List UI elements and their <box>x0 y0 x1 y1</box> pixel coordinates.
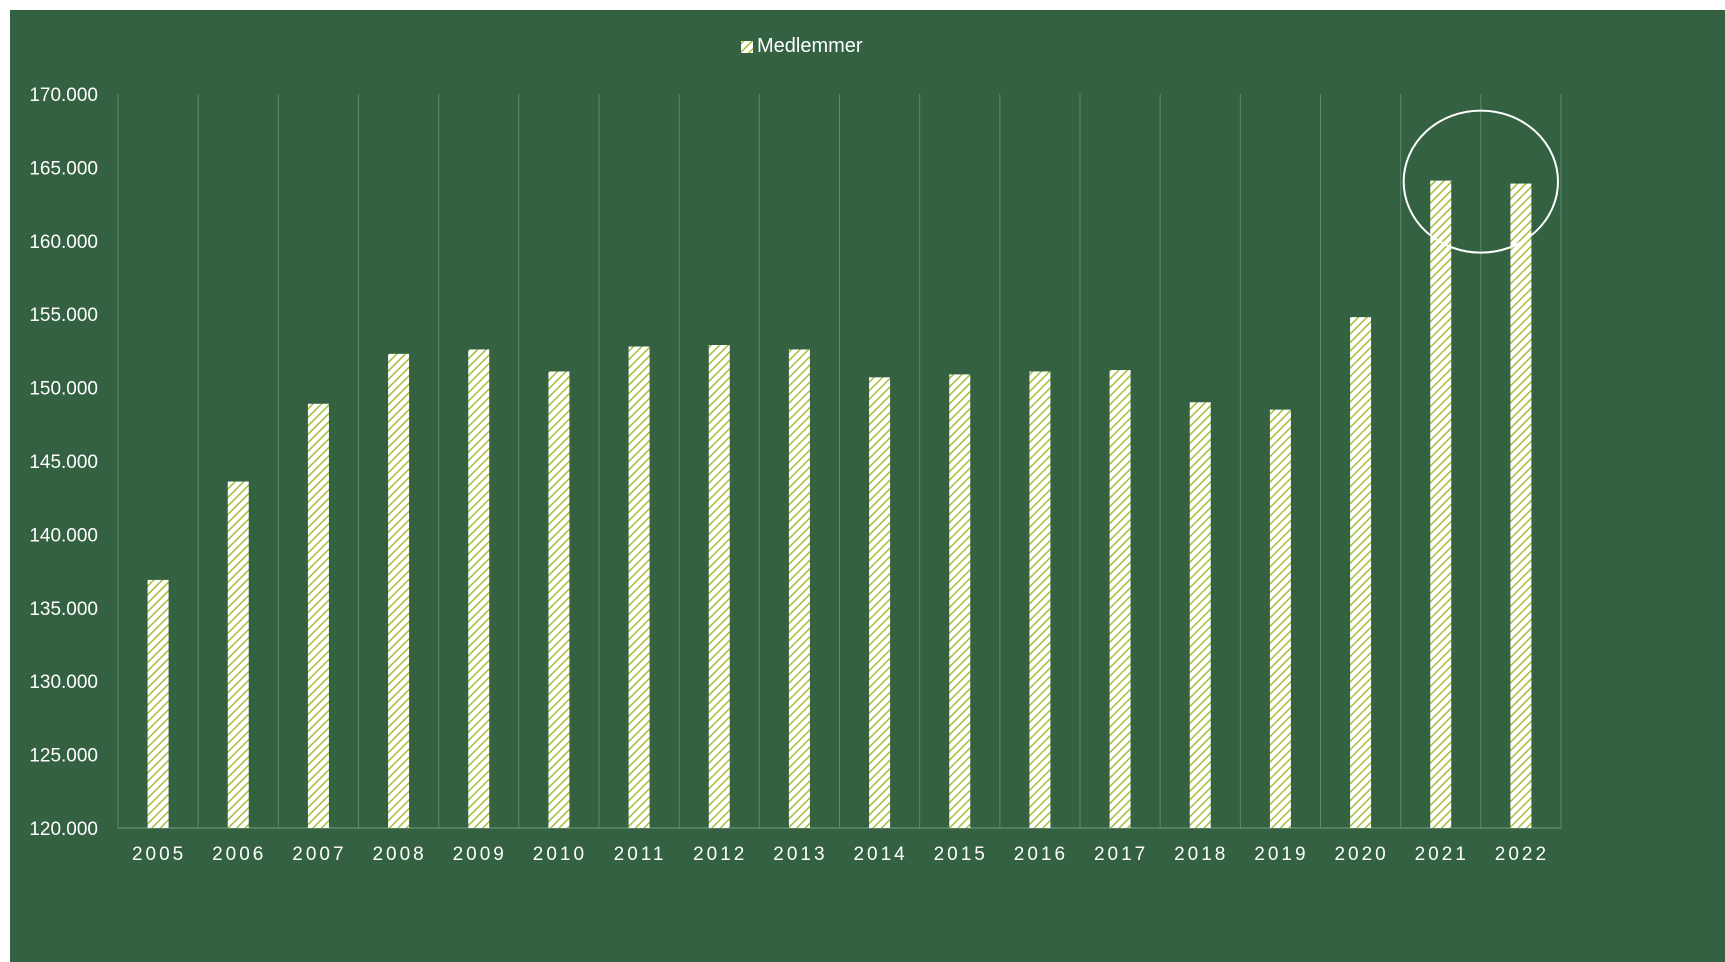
y-tick-label: 160.000 <box>29 232 98 253</box>
x-tick-label: 2012 <box>693 844 747 865</box>
x-tick-label: 2019 <box>1254 844 1308 865</box>
legend-swatch <box>741 41 753 53</box>
y-tick-label: 120.000 <box>29 819 98 840</box>
x-tick-label: 2014 <box>853 844 907 865</box>
bar-2010 <box>548 371 569 828</box>
chart-frame: 120.000 125.000 130.000 135.000 140.000 145.0… <box>10 10 1725 962</box>
x-tick-label: 2015 <box>934 844 988 865</box>
x-tick-label: 2013 <box>773 844 827 865</box>
bar-2005 <box>148 580 169 828</box>
x-tick-label: 2016 <box>1014 844 1068 865</box>
bar-2006 <box>228 482 249 828</box>
y-tick-label: 145.000 <box>29 452 98 473</box>
x-tick-label: 2021 <box>1415 844 1469 865</box>
x-tick-label: 2018 <box>1174 844 1228 865</box>
y-tick-label: 165.000 <box>29 158 98 179</box>
bar-2021 <box>1430 181 1451 828</box>
x-tick-label: 2007 <box>292 844 346 865</box>
bar-2020 <box>1350 317 1371 828</box>
x-tick-label: 2011 <box>614 844 667 865</box>
bar-2012 <box>709 345 730 828</box>
legend: Medlemmer <box>741 35 863 57</box>
x-tick-label: 2017 <box>1094 844 1148 865</box>
y-tick-label: 125.000 <box>29 746 98 767</box>
x-tick-label: 2006 <box>212 844 266 865</box>
y-tick-label: 140.000 <box>29 525 98 546</box>
bar-2011 <box>629 346 650 828</box>
bar-chart: 120.000 125.000 130.000 135.000 140.000 145.0… <box>10 10 1725 962</box>
x-tick-label: 2009 <box>453 844 507 865</box>
bar-2007 <box>308 404 329 828</box>
bar-2018 <box>1190 402 1211 828</box>
chart-background <box>10 10 1725 962</box>
bar-2014 <box>869 377 890 828</box>
bar-2022 <box>1510 184 1531 828</box>
x-tick-label: 2022 <box>1495 844 1549 865</box>
bar-2017 <box>1110 370 1131 828</box>
x-tick-label: 2005 <box>132 844 186 865</box>
y-tick-label: 170.000 <box>29 85 98 106</box>
bar-2016 <box>1029 371 1050 828</box>
y-tick-label: 150.000 <box>29 379 98 400</box>
bar-2015 <box>949 374 970 828</box>
y-tick-label: 135.000 <box>29 599 98 620</box>
x-tick-label: 2020 <box>1334 844 1388 865</box>
x-tick-label: 2008 <box>372 844 426 865</box>
bar-2008 <box>388 354 409 828</box>
bar-2019 <box>1270 410 1291 828</box>
y-tick-label: 130.000 <box>29 672 98 693</box>
x-tick-label: 2010 <box>533 844 587 865</box>
bar-2009 <box>468 349 489 828</box>
legend-label: Medlemmer <box>757 35 863 57</box>
bar-2013 <box>789 349 810 828</box>
y-tick-label: 155.000 <box>29 305 98 326</box>
